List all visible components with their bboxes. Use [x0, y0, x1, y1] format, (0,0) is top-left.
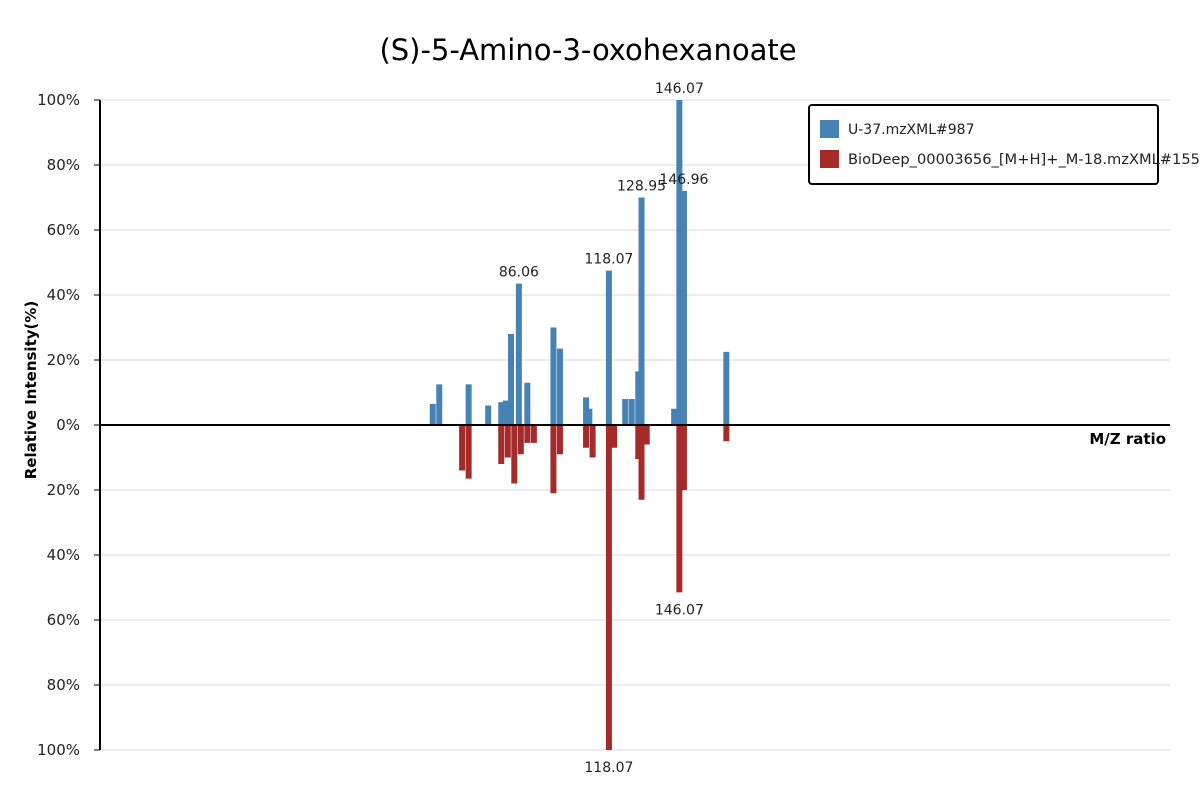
y-tick-label: 40% — [47, 286, 80, 304]
legend-box — [808, 104, 1159, 185]
peak-bar-top — [485, 405, 492, 425]
peak-bar-top — [515, 283, 522, 425]
legend-label-top: U-37.mzXML#987 — [848, 122, 974, 138]
peak-bar-bottom — [530, 425, 537, 443]
peak-label-top: 146.96 — [659, 172, 708, 188]
peak-bar-top — [465, 384, 472, 425]
peak-bar-bottom — [605, 425, 612, 750]
peak-bar-bottom — [643, 425, 650, 445]
peak-bar-top — [524, 382, 531, 425]
y-axis-title: Relative Intensity(%) — [22, 301, 40, 480]
y-tick-label: 40% — [47, 546, 80, 564]
peak-bar-bottom — [635, 425, 642, 460]
y-tick-label: 60% — [47, 611, 80, 629]
peak-bar-top — [680, 191, 687, 425]
peak-label-top: 128.95 — [617, 179, 666, 195]
peak-bar-bottom — [498, 425, 505, 464]
peak-bar-bottom — [524, 425, 531, 443]
peak-bar-top — [498, 402, 505, 425]
peak-bar-top — [508, 334, 515, 425]
peak-bar-top — [605, 270, 612, 425]
peak-bar-top — [671, 408, 678, 425]
x-axis-title: M/Z ratio — [1089, 430, 1166, 448]
y-tick-label: 60% — [47, 221, 80, 239]
peak-bar-top — [583, 397, 590, 425]
peak-bar-top — [622, 399, 629, 425]
peak-label-bottom: 146.07 — [655, 602, 704, 618]
peak-labels: 86.06 118.07 128.95 146.07 146.96 118.07 146.0… — [499, 81, 709, 776]
peak-bar-bottom — [638, 425, 645, 500]
y-tick-label: 20% — [47, 481, 80, 499]
peak-bar-bottom — [459, 425, 466, 471]
peak-bar-top — [638, 197, 645, 425]
legend: U-37.mzXML#987 BioDeep_00003656_[M+H]+_M… — [808, 104, 1200, 185]
legend-swatch-top — [820, 120, 839, 138]
peak-bar-top — [723, 351, 730, 425]
y-tick-label: 80% — [47, 156, 80, 174]
legend-swatch-bottom — [820, 150, 839, 168]
peak-bar-top — [429, 403, 436, 425]
y-tick-labels: 100% 80% 60% 40% 20% 0% 20% 40% 60% 80% 100% — [37, 91, 100, 759]
legend-label-bottom: BioDeep_00003656_[M+H]+_M-18.mzXML#155 — [848, 152, 1200, 168]
peak-bar-bottom — [556, 425, 563, 455]
peak-bar-bottom — [611, 425, 618, 448]
peak-bar-bottom — [676, 425, 683, 593]
y-tick-label: 80% — [47, 676, 80, 694]
y-tick-label: 100% — [37, 91, 80, 109]
peak-bar-top — [556, 348, 563, 425]
y-tick-label: 20% — [47, 351, 80, 369]
peak-label-bottom: 118.07 — [584, 760, 633, 776]
peak-bar-bottom — [583, 425, 590, 448]
peak-bar-top — [436, 384, 443, 425]
peak-bar-top — [502, 400, 509, 425]
peak-bar-top — [586, 408, 593, 425]
peak-label-top: 146.07 — [655, 81, 704, 97]
peak-bar-bottom — [589, 425, 596, 458]
peak-bar-bottom — [504, 425, 511, 458]
peak-bar-top — [628, 399, 635, 425]
peak-bar-top — [550, 327, 557, 425]
peak-bar-bottom — [680, 425, 687, 490]
y-tick-label: 0% — [56, 416, 80, 434]
peak-bar-top — [635, 371, 642, 425]
peak-label-top: 86.06 — [499, 265, 539, 281]
chart-title: (S)-5-Amino-3-oxohexanoate — [379, 33, 796, 67]
y-tick-label: 100% — [37, 741, 80, 759]
peak-bar-bottom — [550, 425, 557, 494]
peak-bar-top — [676, 100, 683, 425]
peak-bar-bottom — [517, 425, 524, 455]
grid-lines — [100, 99, 1170, 751]
peak-bar-bottom — [511, 425, 518, 484]
peak-bars — [429, 100, 730, 750]
peak-bar-bottom — [723, 425, 730, 442]
peak-bar-bottom — [465, 425, 472, 479]
peak-label-top: 118.07 — [584, 252, 633, 268]
